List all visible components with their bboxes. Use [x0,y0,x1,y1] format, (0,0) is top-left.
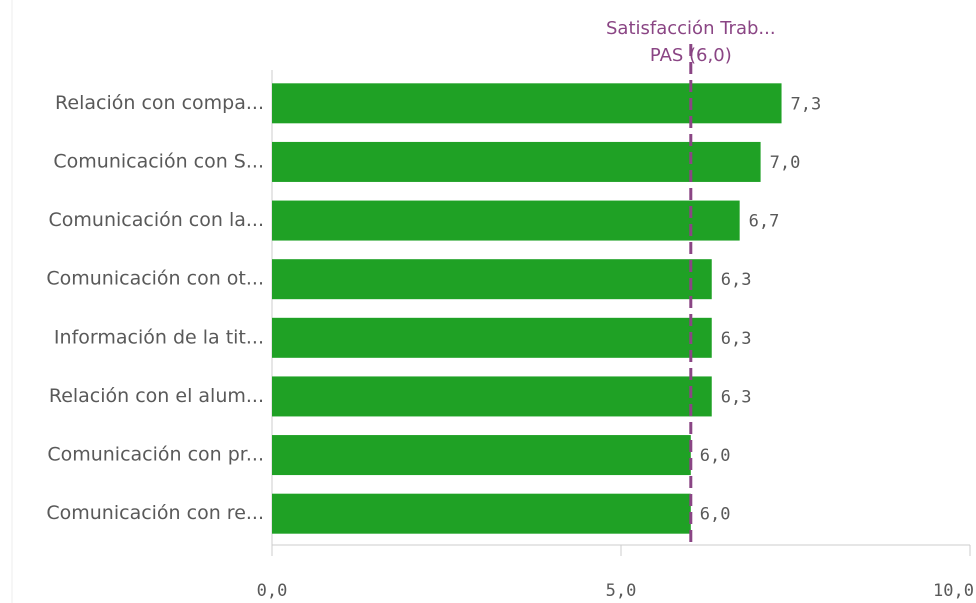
value-label: 6,3 [721,387,752,407]
value-label: 6,3 [721,270,752,290]
y-tick-label: Relación con compa... [55,92,264,114]
bar [272,376,712,417]
bar [272,83,782,124]
y-tick-label: Comunicación con la... [49,209,264,231]
value-label: 6,7 [749,212,780,232]
y-tick-label: Comunicación con pr... [47,444,264,466]
reference-label: PAS (6,0) [650,45,732,66]
value-label: 6,0 [700,505,731,525]
x-tick-label: 5,0 [606,581,637,601]
x-tick-label: 10,0 [933,581,974,601]
value-label: 7,0 [770,153,801,173]
x-tick-label: 0,0 [257,581,288,601]
y-tick-label: Comunicación con ot... [46,268,264,290]
bar [272,435,691,476]
value-label: 7,3 [791,94,822,114]
value-label: 6,3 [721,329,752,349]
y-tick-label: Relación con el alum... [49,385,264,407]
bar [272,200,740,241]
bar [272,493,691,534]
y-tick-label: Comunicación con re... [46,502,264,524]
value-label: 6,0 [700,446,731,466]
y-tick-label: Comunicación con S... [53,150,264,172]
reference-label: Satisfacción Trab... [606,18,776,39]
bar [272,141,761,182]
y-tick-label: Información de la tit... [54,326,264,348]
bar [272,317,712,358]
bar [272,259,712,300]
